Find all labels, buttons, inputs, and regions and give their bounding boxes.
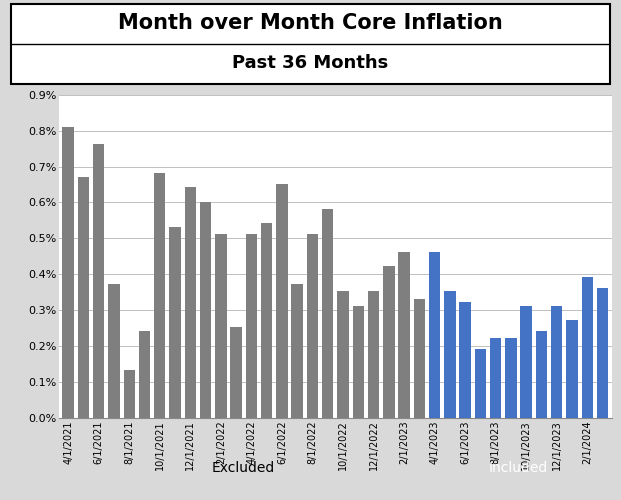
Bar [337, 292, 349, 418]
Bar [368, 292, 379, 418]
Bar [505, 338, 517, 417]
Text: Month over Month Core Inflation: Month over Month Core Inflation [118, 13, 503, 33]
Text: Past 36 Months: Past 36 Months [232, 54, 389, 72]
Bar [490, 338, 501, 417]
Bar [383, 266, 394, 418]
Bar [246, 234, 257, 418]
Bar [261, 224, 273, 418]
Bar [93, 144, 104, 418]
Bar [414, 298, 425, 418]
Bar [291, 284, 303, 418]
Bar [460, 302, 471, 418]
Bar [536, 331, 547, 418]
Bar [353, 306, 364, 418]
Text: Included: Included [489, 460, 548, 474]
Bar [138, 331, 150, 418]
Bar [474, 348, 486, 418]
Bar [307, 234, 318, 418]
Bar [551, 306, 563, 418]
Bar [108, 284, 120, 418]
Bar [230, 327, 242, 418]
Text: Excluded: Excluded [212, 460, 275, 474]
Bar [322, 209, 333, 418]
Bar [520, 306, 532, 418]
Bar [78, 176, 89, 418]
Bar [398, 252, 410, 418]
Bar [276, 184, 288, 418]
Bar [566, 320, 578, 418]
Bar [444, 292, 456, 418]
Bar [124, 370, 135, 418]
Bar [154, 173, 165, 418]
Bar [597, 288, 608, 418]
Bar [170, 227, 181, 418]
Bar [215, 234, 227, 418]
Bar [581, 277, 593, 418]
Bar [429, 252, 440, 418]
Bar [63, 126, 74, 418]
Bar [200, 202, 211, 418]
Bar [184, 188, 196, 418]
